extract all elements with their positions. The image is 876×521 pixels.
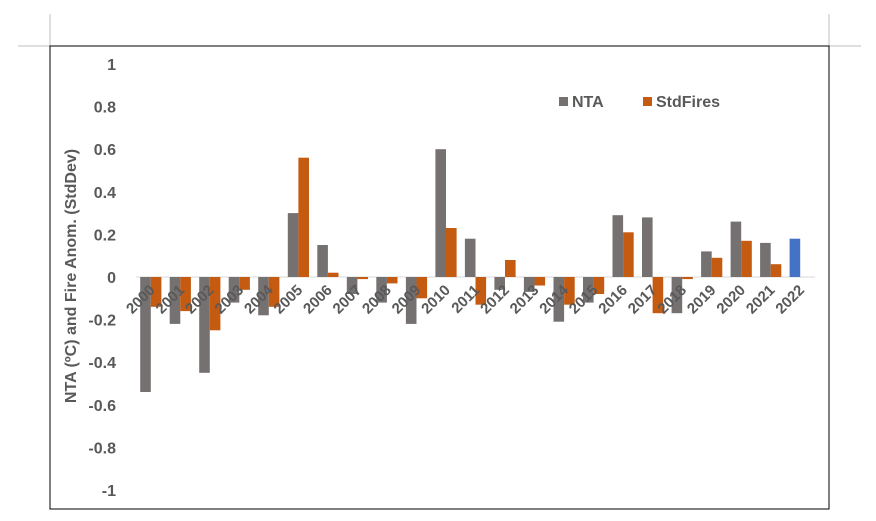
bar-stdfires-2004 [268, 277, 280, 307]
y-tick-label: 0.2 [94, 227, 116, 244]
bar-nta-2010 [435, 149, 446, 277]
bar-nta-2003 [228, 277, 240, 303]
bar-stdfires-2009 [416, 277, 428, 299]
y-axis-title: NTA (ºC) and Fire Anom. (StdDev) [63, 149, 80, 403]
bar-stdfires-2011 [475, 277, 487, 305]
y-tick-label: 0.6 [94, 142, 116, 159]
bar-nta-2005 [287, 213, 299, 277]
bar-nta-2017 [642, 217, 653, 277]
y-tick-label: -0.2 [88, 313, 116, 330]
y-tick-label: -0.4 [88, 355, 116, 372]
legend-swatch-stdfires [643, 97, 652, 106]
bar-stdfires-2017 [652, 277, 664, 314]
bars [140, 149, 801, 392]
bar-stdfires-2019 [711, 257, 723, 277]
bar-stdfires-2021 [770, 264, 782, 277]
y-tick-label: 0 [107, 270, 116, 287]
legend: NTA StdFires [559, 94, 720, 111]
bar-nta-2007 [346, 277, 358, 294]
y-tick-label: 1 [107, 57, 116, 74]
bar-stdfires-2016 [623, 232, 634, 277]
bar-nta-2016 [612, 215, 624, 277]
legend-label-stdfires: StdFires [656, 94, 720, 111]
bar-stdfires-2010 [446, 228, 457, 277]
bar-nta-2021 [760, 242, 771, 277]
bar-nta-2006 [317, 245, 328, 277]
legend-swatch-nta [559, 97, 568, 106]
bar-stdfires-2003 [239, 277, 250, 290]
bar-stdfires-2018 [682, 277, 693, 280]
y-tick-label: -0.8 [88, 440, 116, 457]
y-tick-label: -1 [102, 483, 116, 500]
bar-nta-2018 [671, 277, 683, 314]
bar-stdfires-2005 [298, 157, 309, 277]
bar-stdfires-2020 [741, 240, 752, 277]
bar-nta-2015 [583, 277, 594, 303]
bar-stdfires-2002 [209, 277, 221, 331]
bar-nta-2013 [523, 277, 535, 292]
bar-stdfires-2013 [534, 277, 546, 286]
bar-stdfires-2012 [505, 260, 516, 277]
bar-nta-2020 [730, 221, 742, 277]
bar-stdfires-2007 [357, 277, 368, 280]
bar-nta-2022 [789, 238, 801, 277]
bar-nta-2000 [140, 277, 151, 392]
bar-stdfires-2000 [150, 277, 162, 307]
y-tick-label: 0.8 [94, 100, 116, 117]
bar-nta-2002 [199, 277, 210, 373]
bar-nta-2009 [405, 277, 417, 324]
y-tick-label: 0.4 [94, 185, 116, 202]
bar-stdfires-2006 [327, 272, 339, 277]
bar-nta-2008 [376, 277, 387, 303]
bar-stdfires-2015 [593, 277, 605, 294]
bar-stdfires-2008 [386, 277, 398, 284]
y-tick-label: -0.6 [88, 398, 116, 415]
bar-nta-2004 [258, 277, 269, 316]
bar-nta-2014 [553, 277, 565, 322]
y-tick-labels: 1 0.8 0.6 0.4 0.2 0 -0.2 -0.4 -0.6 -0.8 -1 [88, 57, 116, 500]
bar-nta-2001 [169, 277, 181, 324]
bar-stdfires-2001 [180, 277, 191, 312]
bar-nta-2012 [494, 277, 505, 290]
bar-nta-2019 [701, 251, 712, 277]
bar-nta-2011 [464, 238, 476, 277]
legend-label-nta: NTA [572, 94, 604, 111]
bar-stdfires-2014 [564, 277, 575, 305]
